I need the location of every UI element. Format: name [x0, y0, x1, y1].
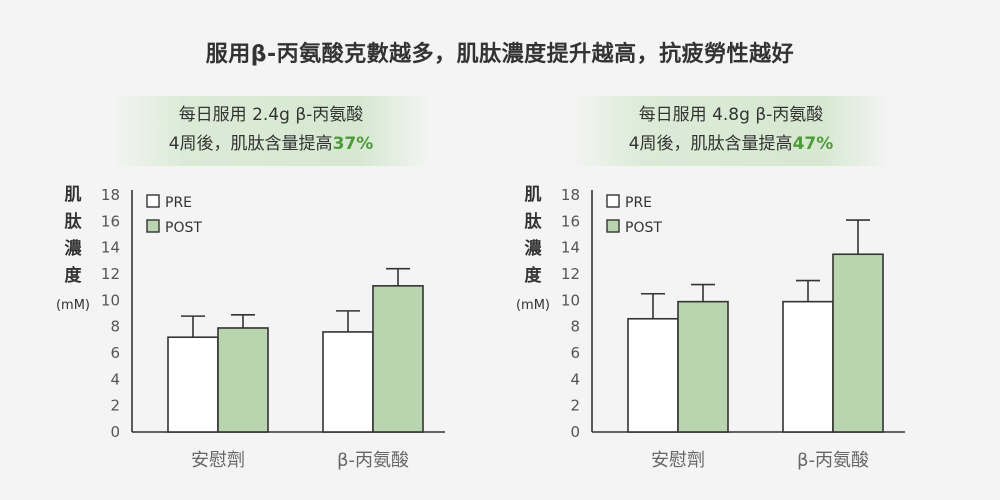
x-category-label: β-丙氨酸 [337, 450, 409, 471]
bar-pre [782, 300, 834, 433]
y-axis-label-char: 肌 [65, 185, 82, 205]
bar-pre [627, 317, 679, 433]
bar-post [832, 253, 884, 433]
y-tick-label: 2 [110, 397, 120, 415]
bar-pre [322, 331, 374, 433]
x-category-label: 安慰劑 [651, 450, 705, 471]
y-tick-label: 10 [561, 291, 580, 309]
dose-header-line1: 每日服用 4.8g β-丙氨酸 [638, 105, 824, 125]
y-tick-label: 4 [110, 370, 120, 388]
y-tick-label: 14 [561, 239, 580, 257]
y-tick-label: 0 [110, 423, 120, 441]
y-axis-label-char: 濃 [525, 238, 543, 259]
y-axis-label-char: 濃 [65, 238, 83, 259]
y-tick-label: 14 [101, 239, 120, 257]
increase-percent: 47% [792, 134, 834, 154]
y-tick-label: 6 [570, 344, 580, 362]
increase-percent: 37% [332, 134, 374, 154]
y-tick-label: 18 [101, 186, 120, 204]
dose-header-text: 4周後，肌肽含量提高 [628, 134, 793, 154]
x-category-label: β-丙氨酸 [797, 450, 869, 471]
y-tick-label: 4 [570, 370, 580, 388]
y-axis-label-char: 肌 [525, 185, 542, 205]
chart-panel-4-8g: 每日服用 4.8g β-丙氨酸 4周後，肌肽含量提高47% 肌肽濃度 (mM) 0 2… [460, 0, 960, 500]
y-tick-label: 8 [570, 318, 580, 336]
y-tick-label: 2 [570, 397, 580, 415]
bar-chart: 肌肽濃度 (mM) 0 2 4 6 8 10 12 14 16 18 PRE POST 安慰劑 β-丙氨酸 [56, 185, 445, 471]
y-tick-label: 10 [101, 291, 120, 309]
y-tick-label: 12 [561, 265, 580, 283]
y-tick-label: 8 [110, 318, 120, 336]
y-tick-label: 12 [101, 265, 120, 283]
y-tick-label: 18 [561, 186, 580, 204]
y-axis-unit: (mM) [56, 298, 90, 313]
y-axis-label-char: 度 [65, 265, 83, 286]
legend-swatch-pre [606, 194, 620, 208]
y-tick-label: 16 [561, 212, 580, 230]
y-axis-label-char: 度 [525, 265, 543, 286]
bar-post [217, 327, 269, 433]
legend-swatch-pre [146, 194, 160, 208]
page-title: 服用β-丙氨酸克數越多，肌肽濃度提升越高，抗疲勞性越好 [205, 42, 795, 67]
y-axis-label-char: 肽 [525, 211, 543, 232]
x-category-label: 安慰劑 [191, 450, 245, 471]
y-axis-unit: (mM) [516, 298, 550, 313]
y-tick-label: 0 [570, 423, 580, 441]
legend-label-post: POST [165, 220, 202, 236]
y-axis-label-char: 肽 [65, 211, 83, 232]
dose-header-line1: 每日服用 2.4g β-丙氨酸 [178, 105, 364, 125]
bar-post [372, 285, 424, 433]
legend-swatch-post [606, 219, 620, 233]
bar-chart: 肌肽濃度 (mM) 0 2 4 6 8 10 12 14 16 18 PRE POST 安慰劑 β-丙氨酸 [516, 185, 905, 471]
legend-label-post: POST [625, 220, 662, 236]
bar-pre [167, 336, 219, 433]
dose-header-line2: 4周後，肌肽含量提高47% [572, 132, 890, 156]
dose-header-text: 4周後，肌肽含量提高 [168, 134, 333, 154]
chart-panel-2-4g: 每日服用 2.4g β-丙氨酸 4周後，肌肽含量提高37% 肌肽濃度 (mM) 0 2… [56, 96, 445, 471]
y-tick-label: 6 [110, 344, 120, 362]
y-tick-label: 16 [101, 212, 120, 230]
bar-post [677, 300, 729, 433]
legend-swatch-post [146, 219, 160, 233]
dose-header-line2: 4周後，肌肽含量提高37% [112, 132, 430, 156]
legend-label-pre: PRE [165, 195, 192, 211]
dose-header: 每日服用 2.4g β-丙氨酸 4周後，肌肽含量提高37% [112, 96, 430, 166]
dose-header: 每日服用 4.8g β-丙氨酸 4周後，肌肽含量提高47% [572, 96, 890, 166]
legend-label-pre: PRE [625, 195, 652, 211]
